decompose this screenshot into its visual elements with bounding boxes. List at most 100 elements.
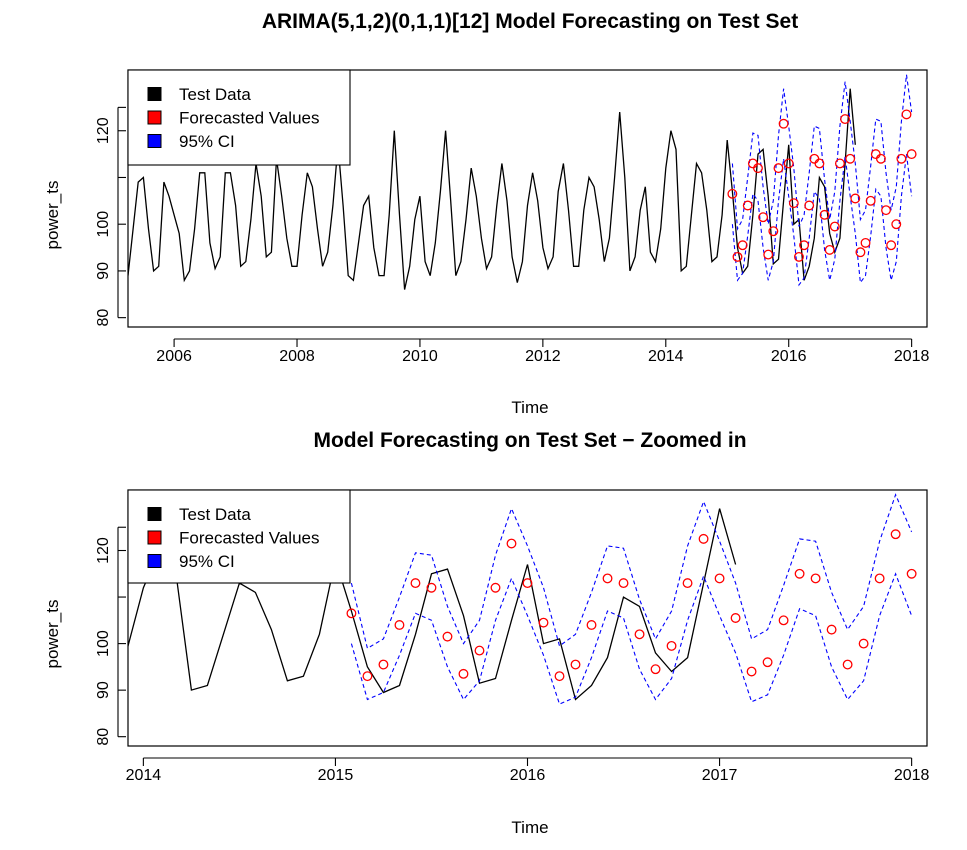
y-tick-label: 80 xyxy=(95,309,112,327)
forecast-point xyxy=(794,568,805,579)
forecast-point xyxy=(875,153,886,164)
forecast-point xyxy=(896,153,907,164)
x-tick-label: 2015 xyxy=(318,767,354,784)
legend-swatch xyxy=(147,530,162,545)
x-tick-label: 2018 xyxy=(894,767,930,784)
full-range-chart: ARIMA(5,1,2)(0,1,1)[12] Model Forecastin… xyxy=(43,10,930,417)
legend-label: Forecasted Values xyxy=(179,109,319,128)
forecast-point xyxy=(824,244,835,255)
y-tick-label: 120 xyxy=(95,117,112,144)
forecast-point xyxy=(886,240,897,251)
forecast-point xyxy=(426,582,437,593)
forecast-point xyxy=(714,573,725,584)
forecast-point xyxy=(829,221,840,232)
forecast-point xyxy=(788,198,799,209)
forecast-point xyxy=(906,149,917,160)
forecast-point xyxy=(742,200,753,211)
forecast-point xyxy=(810,573,821,584)
forecast-point xyxy=(394,620,405,630)
forecast-point xyxy=(773,163,784,174)
plot-frame xyxy=(127,489,928,747)
forecast-point xyxy=(901,109,912,120)
forecast-point xyxy=(522,578,533,589)
legend-label: Test Data xyxy=(179,85,251,104)
legend-label: 95% CI xyxy=(179,132,235,151)
y-tick-label: 100 xyxy=(95,630,112,657)
forecast-point xyxy=(698,533,709,544)
forecast-point xyxy=(570,659,581,670)
y-axis-label: power_ts xyxy=(43,181,62,250)
x-tick-label: 2012 xyxy=(525,348,561,365)
forecast-point xyxy=(860,237,871,248)
forecast-point xyxy=(814,158,825,169)
forecast-point xyxy=(840,114,851,125)
forecast-point xyxy=(410,578,421,589)
forecast-point xyxy=(778,118,789,129)
forecast-point xyxy=(763,249,774,260)
forecast-point xyxy=(747,158,758,169)
forecast-point xyxy=(834,158,845,169)
x-tick-label: 2016 xyxy=(510,767,546,784)
forecast-point xyxy=(474,645,485,656)
legend-swatch xyxy=(147,507,162,521)
forecast-point xyxy=(826,624,837,635)
forecast-point xyxy=(870,149,881,160)
x-axis-label: Time xyxy=(511,398,548,417)
legend: Test Data Forecasted Values 95% CI xyxy=(127,69,351,166)
forecast-point xyxy=(874,573,885,584)
forecast-point xyxy=(778,615,789,626)
x-tick-label: 2017 xyxy=(702,767,738,784)
y-tick-label: 90 xyxy=(95,262,112,280)
forecast-point xyxy=(819,209,830,220)
ci-upper-line xyxy=(350,493,913,650)
x-tick-label: 2014 xyxy=(126,767,162,784)
x-axis-label: Time xyxy=(511,818,548,837)
forecast-point xyxy=(842,659,853,670)
chart-title: ARIMA(5,1,2)(0,1,1)[12] Model Forecastin… xyxy=(262,10,798,33)
legend: Test Data Forecasted Values 95% CI xyxy=(127,489,351,584)
x-tick-label: 2014 xyxy=(648,348,684,365)
y-tick-label: 100 xyxy=(95,211,112,238)
y-tick-label: 90 xyxy=(95,681,112,699)
test-data-line xyxy=(128,508,737,701)
zoomed-chart: Model Forecasting on Test Set − Zoomed i… xyxy=(43,429,930,837)
forecast-point xyxy=(682,578,693,589)
forecast-point xyxy=(858,638,869,649)
forecast-point xyxy=(890,529,901,540)
legend-box xyxy=(127,489,351,584)
legend-label: Test Data xyxy=(179,505,251,524)
forecast-point xyxy=(737,240,748,251)
legend-swatch xyxy=(147,110,162,125)
forecast-point xyxy=(855,247,866,258)
forecast-point xyxy=(794,251,804,262)
forecast-point xyxy=(799,240,810,251)
forecast-point xyxy=(554,671,565,682)
forecast-point xyxy=(865,195,876,206)
forecast-point xyxy=(783,158,794,169)
x-tick-label: 2018 xyxy=(894,348,930,365)
plot-frame xyxy=(127,69,928,328)
legend-swatch xyxy=(147,134,162,148)
forecast-point xyxy=(506,538,517,549)
forecast-point xyxy=(881,205,891,216)
ci-lower-line xyxy=(350,572,913,705)
forecast-point xyxy=(850,193,861,204)
plot-area: 80 90 100 120 2014 2015 2016 2017 2018 xyxy=(95,489,930,784)
forecast-point xyxy=(753,163,763,174)
forecast-point xyxy=(538,617,549,628)
forecast-point xyxy=(602,573,613,584)
forecast-point xyxy=(362,671,373,682)
x-tick-label: 2016 xyxy=(771,348,807,365)
y-axis-label: power_ts xyxy=(43,600,62,669)
forecast-point xyxy=(758,212,769,223)
test-data-line xyxy=(128,88,856,290)
forecast-point xyxy=(346,608,357,619)
forecast-point xyxy=(746,666,757,677)
forecast-point xyxy=(650,664,661,675)
ci-upper-line xyxy=(731,74,913,231)
forecast-point xyxy=(762,657,773,668)
forecast-point xyxy=(442,631,453,642)
chart-title: Model Forecasting on Test Set − Zoomed i… xyxy=(313,429,746,452)
legend-label: Forecasted Values xyxy=(179,529,319,548)
